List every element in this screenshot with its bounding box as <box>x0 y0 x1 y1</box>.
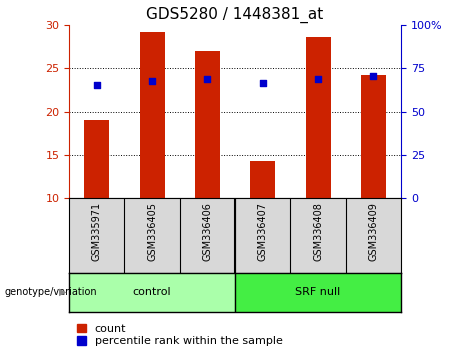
Title: GDS5280 / 1448381_at: GDS5280 / 1448381_at <box>147 7 324 23</box>
Text: GSM336409: GSM336409 <box>368 202 378 261</box>
Bar <box>361 75 386 198</box>
Bar <box>140 32 165 198</box>
Point <box>148 78 156 84</box>
Point <box>204 76 211 82</box>
Point <box>314 76 322 82</box>
Bar <box>69 273 235 312</box>
Bar <box>84 120 109 198</box>
Text: GSM336408: GSM336408 <box>313 202 323 261</box>
Point <box>259 80 266 86</box>
Bar <box>250 161 275 198</box>
Text: SRF null: SRF null <box>296 287 341 297</box>
Point <box>370 73 377 79</box>
Point <box>93 82 100 88</box>
Text: ▶: ▶ <box>59 287 67 297</box>
Bar <box>195 51 220 198</box>
Bar <box>235 273 401 312</box>
Text: GSM335971: GSM335971 <box>92 202 102 261</box>
Text: genotype/variation: genotype/variation <box>5 287 97 297</box>
Text: control: control <box>133 287 171 297</box>
Legend: count, percentile rank within the sample: count, percentile rank within the sample <box>75 321 285 348</box>
Bar <box>306 37 331 198</box>
Text: GSM336406: GSM336406 <box>202 202 213 261</box>
Text: GSM336407: GSM336407 <box>258 202 268 261</box>
Text: GSM336405: GSM336405 <box>147 202 157 261</box>
